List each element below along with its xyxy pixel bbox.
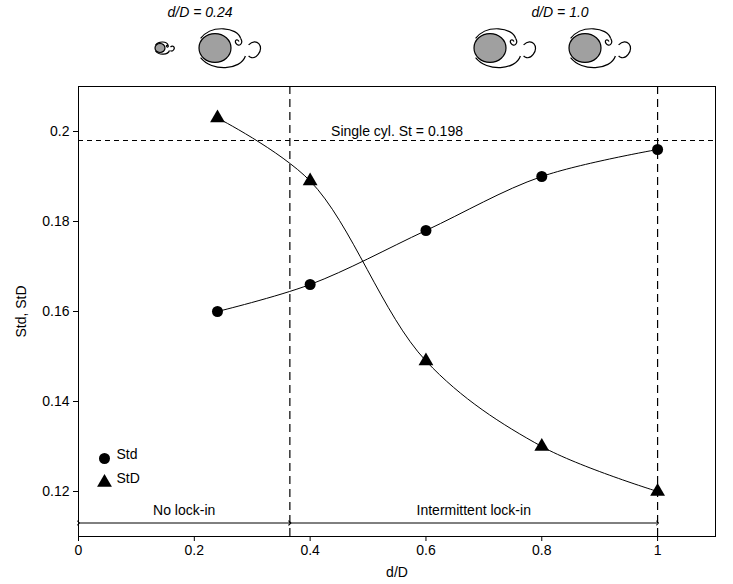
svg-text:0.18: 0.18 [42, 213, 69, 229]
svg-text:Std, StD: Std, StD [13, 285, 29, 337]
svg-text:0.2: 0.2 [185, 542, 205, 558]
svg-text:0.16: 0.16 [42, 303, 69, 319]
svg-text:Intermittent lock-in: Intermittent lock-in [417, 502, 531, 518]
svg-text:1: 1 [654, 542, 662, 558]
svg-text:0.8: 0.8 [532, 542, 552, 558]
svg-text:No lock-in: No lock-in [153, 502, 215, 518]
svg-text:0.6: 0.6 [416, 542, 436, 558]
svg-text:0.2: 0.2 [50, 123, 70, 139]
svg-text:0.4: 0.4 [300, 542, 320, 558]
svg-text:d/D: d/D [386, 564, 408, 580]
svg-text:0.14: 0.14 [42, 393, 69, 409]
svg-text:d/D = 0.24: d/D = 0.24 [168, 4, 233, 20]
svg-text:0.12: 0.12 [42, 483, 69, 499]
svg-text:Single cyl. St = 0.198: Single cyl. St = 0.198 [331, 123, 463, 139]
svg-text:0: 0 [75, 542, 83, 558]
svg-text:d/D = 1.0: d/D = 1.0 [531, 4, 588, 20]
svg-text:StD: StD [117, 470, 140, 486]
svg-text:Std: Std [117, 446, 138, 462]
